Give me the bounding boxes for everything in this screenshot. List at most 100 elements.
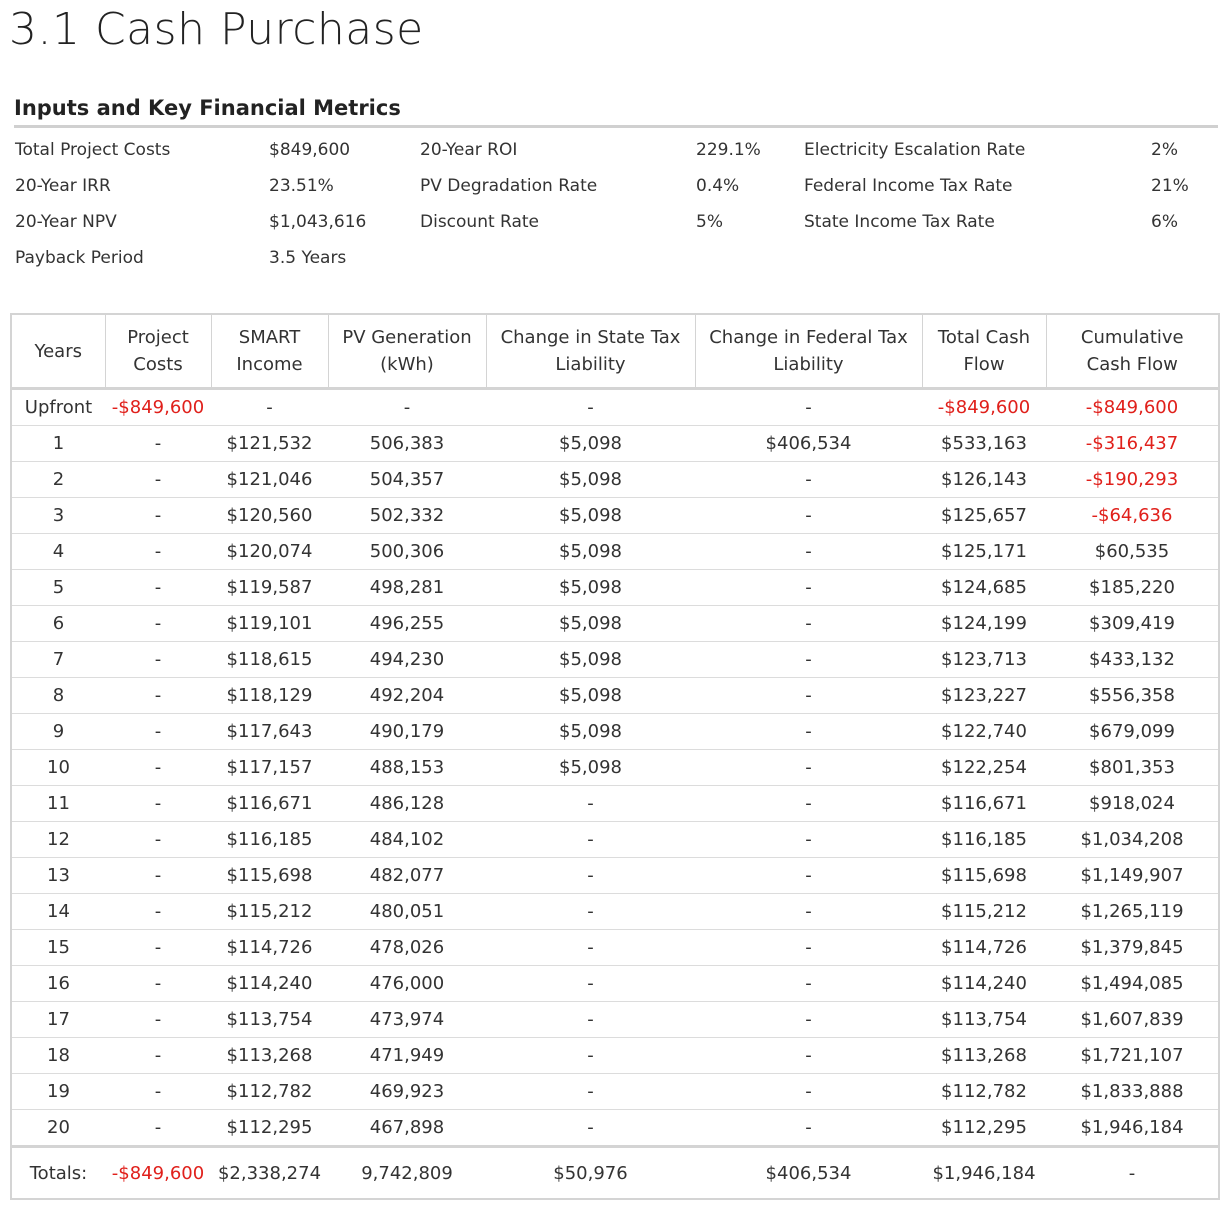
table-cell: $124,685 [922, 569, 1046, 606]
table-cell: $679,099 [1046, 713, 1219, 750]
table-cell: - [486, 965, 695, 1002]
table-cell: $123,227 [922, 677, 1046, 714]
table-row: 6- $119,101 496,255 $5,098- $124,199 $309,419 [11, 605, 1219, 642]
metric-label: Electricity Escalation Rate [804, 140, 1026, 160]
table-cell: 14 [11, 893, 105, 930]
column-header: Change in State Tax Liability [485, 314, 695, 390]
cash-flow-table: Years Project Costs SMART Income PV Generatio… [10, 313, 1220, 1200]
table-cell: - [105, 425, 211, 462]
table-row: 10- $117,157 488,153 $5,098- $122,254 $801,35… [11, 749, 1219, 786]
metric-value: 3.5 Years [269, 248, 347, 268]
table-cell: $118,615 [211, 641, 328, 678]
table-cell: 473,974 [328, 1001, 486, 1038]
table-row: 16- $114,240 476,000- - $114,240 $1,494,085 [11, 965, 1219, 1002]
table-cell: $533,163 [922, 425, 1046, 462]
table-cell: 469,923 [328, 1073, 486, 1110]
table-cell: 18 [11, 1037, 105, 1074]
table-cell: 4 [11, 533, 105, 570]
table-cell: $119,587 [211, 569, 328, 606]
table-cell: - [105, 497, 211, 534]
table-cell: 10 [11, 749, 105, 786]
column-header: SMART Income [210, 314, 328, 390]
table-cell: 20 [11, 1109, 105, 1148]
table-cell: $113,754 [922, 1001, 1046, 1038]
metric-value: $1,043,616 [269, 212, 367, 232]
column-header-line: Project [127, 327, 189, 348]
column-header-line: Change in Federal Tax [709, 327, 908, 348]
table-cell: $117,643 [211, 713, 328, 750]
metric-label: Federal Income Tax Rate [804, 176, 1013, 196]
table-cell: - [695, 388, 922, 426]
totals-cell: $1,946,184 [932, 1162, 1036, 1184]
column-header-line: Total Cash [937, 327, 1031, 348]
table-cell: -$849,600 [922, 388, 1046, 426]
table-cell: $5,098 [486, 569, 695, 606]
table-cell: 494,230 [328, 641, 486, 678]
table-cell: $1,379,845 [1046, 929, 1219, 966]
table-cell: $116,185 [922, 821, 1046, 858]
table-cell: - [486, 1109, 695, 1148]
table-cell: $1,607,839 [1046, 1001, 1219, 1038]
metric-row: Total Project Costs $849,600 20-Year ROI 22… [14, 134, 1218, 170]
table-cell: $116,671 [211, 785, 328, 822]
metric-value: 23.51% [269, 176, 334, 196]
table-cell: $122,740 [922, 713, 1046, 750]
table-cell: - [105, 641, 211, 678]
table-cell: $113,268 [922, 1037, 1046, 1074]
column-header-line: (kWh) [380, 354, 434, 375]
column-header: Cumulative Cash Flow [1045, 314, 1219, 390]
table-cell: - [105, 533, 211, 570]
metric-label: PV Degradation Rate [420, 176, 598, 196]
column-header-line: Liability [555, 354, 626, 375]
table-cell: - [695, 821, 922, 858]
table-cell: 498,281 [328, 569, 486, 606]
column-header-line: Costs [133, 354, 183, 375]
table-cell: - [695, 569, 922, 606]
table-cell: $115,698 [922, 857, 1046, 894]
table-cell: - [695, 965, 922, 1002]
metric-value: $849,600 [269, 140, 351, 160]
table-cell: $5,098 [486, 713, 695, 750]
table-cell: $114,240 [211, 965, 328, 1002]
totals-row: Totals: -$849,600 $2,338,274 9,742,809 $50,9… [11, 1147, 1219, 1200]
table-cell: - [486, 857, 695, 894]
table-cell: $112,295 [211, 1109, 328, 1148]
table-cell: 490,179 [328, 713, 486, 750]
table-cell: -$316,437 [1046, 425, 1219, 462]
table-cell: $60,535 [1046, 533, 1219, 570]
table-cell: $114,240 [922, 965, 1046, 1002]
table-cell: 7 [11, 641, 105, 678]
table-cell: $433,132 [1046, 641, 1219, 678]
column-header-line: SMART [238, 327, 301, 348]
totals-cell: -$849,600 [111, 1162, 205, 1184]
table-cell: $120,074 [211, 533, 328, 570]
metric-value: 229.1% [696, 140, 761, 160]
table-cell: $185,220 [1046, 569, 1219, 606]
table-cell: - [486, 785, 695, 822]
table-cell: 6 [11, 605, 105, 642]
table-cell: $5,098 [486, 533, 695, 570]
table-cell: $1,034,208 [1046, 821, 1219, 858]
table-cell: - [105, 1037, 211, 1074]
table-cell: 471,949 [328, 1037, 486, 1074]
table-cell: 488,153 [328, 749, 486, 786]
table-row: 9- $117,643 490,179 $5,098- $122,740 $679,099 [11, 713, 1219, 750]
table-cell: 476,000 [328, 965, 486, 1002]
table-cell: $121,532 [211, 425, 328, 462]
table-header-row: Years Project Costs SMART Income PV Generatio… [11, 314, 1219, 390]
metric-label: 20-Year IRR [15, 176, 111, 196]
table-cell: 11 [11, 785, 105, 822]
table-cell: - [695, 1001, 922, 1038]
table-row: 19- $112,782 469,923- - $112,782 $1,833,888 [11, 1073, 1219, 1110]
table-cell: $121,046 [211, 461, 328, 498]
column-header-line: Liability [773, 354, 844, 375]
table-cell: $1,721,107 [1046, 1037, 1219, 1074]
table-cell: - [695, 1109, 922, 1148]
table-row: 4- $120,074 500,306 $5,098- $125,171 $60,535 [11, 533, 1219, 570]
column-header-line: Years [34, 340, 83, 362]
table-cell: - [211, 388, 328, 426]
table-cell: 500,306 [328, 533, 486, 570]
table-cell: $406,534 [695, 425, 922, 462]
table-cell: - [695, 1073, 922, 1110]
table-cell: -$849,600 [105, 388, 211, 426]
